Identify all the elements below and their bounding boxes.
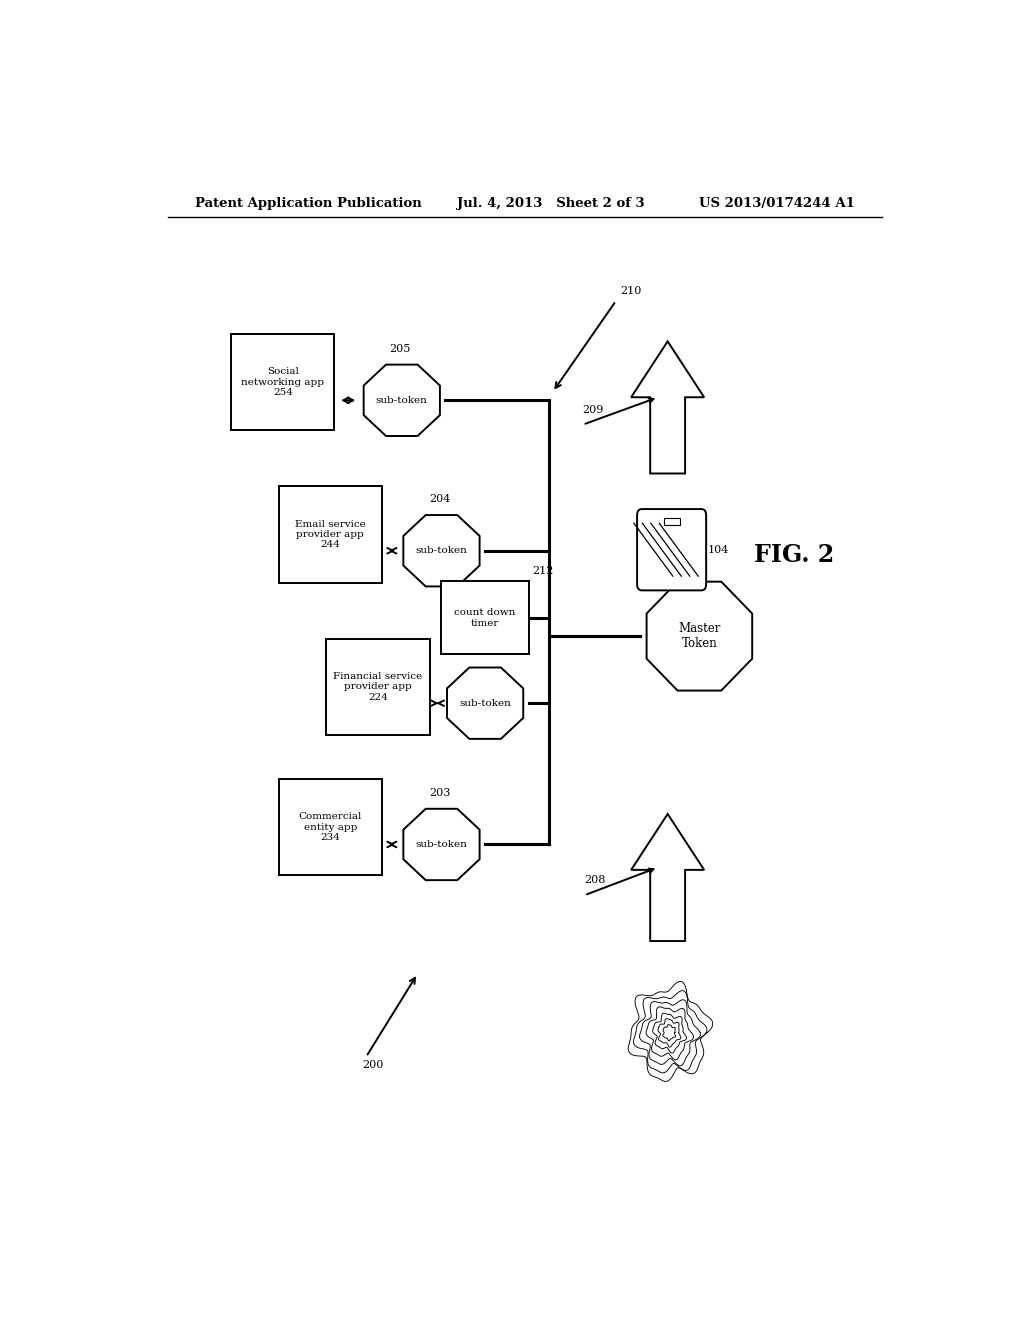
Text: 104: 104 xyxy=(708,545,729,554)
Text: Commercial
entity app
234: Commercial entity app 234 xyxy=(299,812,362,842)
Text: 201: 201 xyxy=(641,560,663,569)
Text: sub-token: sub-token xyxy=(416,546,467,556)
Text: Master
Token: Master Token xyxy=(678,622,721,651)
Text: 208: 208 xyxy=(585,875,605,886)
FancyBboxPatch shape xyxy=(664,519,680,525)
FancyBboxPatch shape xyxy=(441,581,528,655)
Text: sub-token: sub-token xyxy=(459,698,511,708)
Text: Patent Application Publication: Patent Application Publication xyxy=(196,197,422,210)
Text: Financial service
provider app
224: Financial service provider app 224 xyxy=(334,672,423,702)
Text: FIG. 2: FIG. 2 xyxy=(755,543,835,566)
Text: sub-token: sub-token xyxy=(376,396,428,405)
Text: 212: 212 xyxy=(532,566,554,576)
FancyBboxPatch shape xyxy=(231,334,334,430)
FancyBboxPatch shape xyxy=(637,510,707,590)
Polygon shape xyxy=(631,814,705,941)
Text: sub-token: sub-token xyxy=(416,840,467,849)
Polygon shape xyxy=(403,515,479,586)
Polygon shape xyxy=(631,342,705,474)
Text: 202: 202 xyxy=(473,647,495,656)
Polygon shape xyxy=(447,668,523,739)
Text: count down
timer: count down timer xyxy=(455,609,516,627)
Text: Email service
provider app
244: Email service provider app 244 xyxy=(295,520,366,549)
Text: Jul. 4, 2013   Sheet 2 of 3: Jul. 4, 2013 Sheet 2 of 3 xyxy=(458,197,645,210)
Polygon shape xyxy=(403,809,479,880)
Text: US 2013/0174244 A1: US 2013/0174244 A1 xyxy=(699,197,855,210)
FancyBboxPatch shape xyxy=(279,486,382,582)
Text: 210: 210 xyxy=(620,285,641,296)
Polygon shape xyxy=(646,582,753,690)
Text: Social
networking app
254: Social networking app 254 xyxy=(242,367,325,397)
Text: 200: 200 xyxy=(362,1060,383,1071)
Text: 204: 204 xyxy=(429,494,451,504)
Polygon shape xyxy=(364,364,440,436)
FancyBboxPatch shape xyxy=(279,779,382,875)
Text: 205: 205 xyxy=(389,343,411,354)
FancyBboxPatch shape xyxy=(327,639,430,735)
Text: 203: 203 xyxy=(429,788,451,797)
Text: 209: 209 xyxy=(583,404,604,414)
